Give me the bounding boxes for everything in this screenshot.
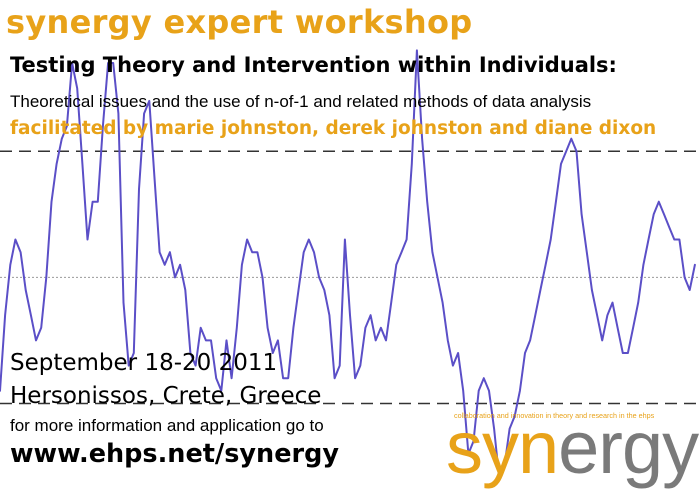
facilitators-line: facilitated by marie johnston, derek joh… <box>10 118 657 139</box>
logo-rest-text: ergy <box>558 406 699 489</box>
synergy-logo: synergy <box>446 400 699 496</box>
event-location: Hersonissos, Crete, Greece <box>10 383 322 409</box>
page-title: Testing Theory and Intervention within I… <box>10 53 617 77</box>
subtitle: Theoretical issues and the use of n-of-1… <box>10 92 592 111</box>
event-dates: September 18-20 2011 <box>10 350 278 376</box>
time-series-line <box>0 49 696 481</box>
logo-tagline: collaboration and innovation in theory a… <box>454 411 655 420</box>
workshop-series-heading: synergy expert workshop <box>6 3 473 41</box>
logo-highlight-text: syn <box>446 406 559 489</box>
info-prompt: for more information and application go … <box>10 416 324 435</box>
website-link[interactable]: www.ehps.net/synergy <box>10 439 339 469</box>
